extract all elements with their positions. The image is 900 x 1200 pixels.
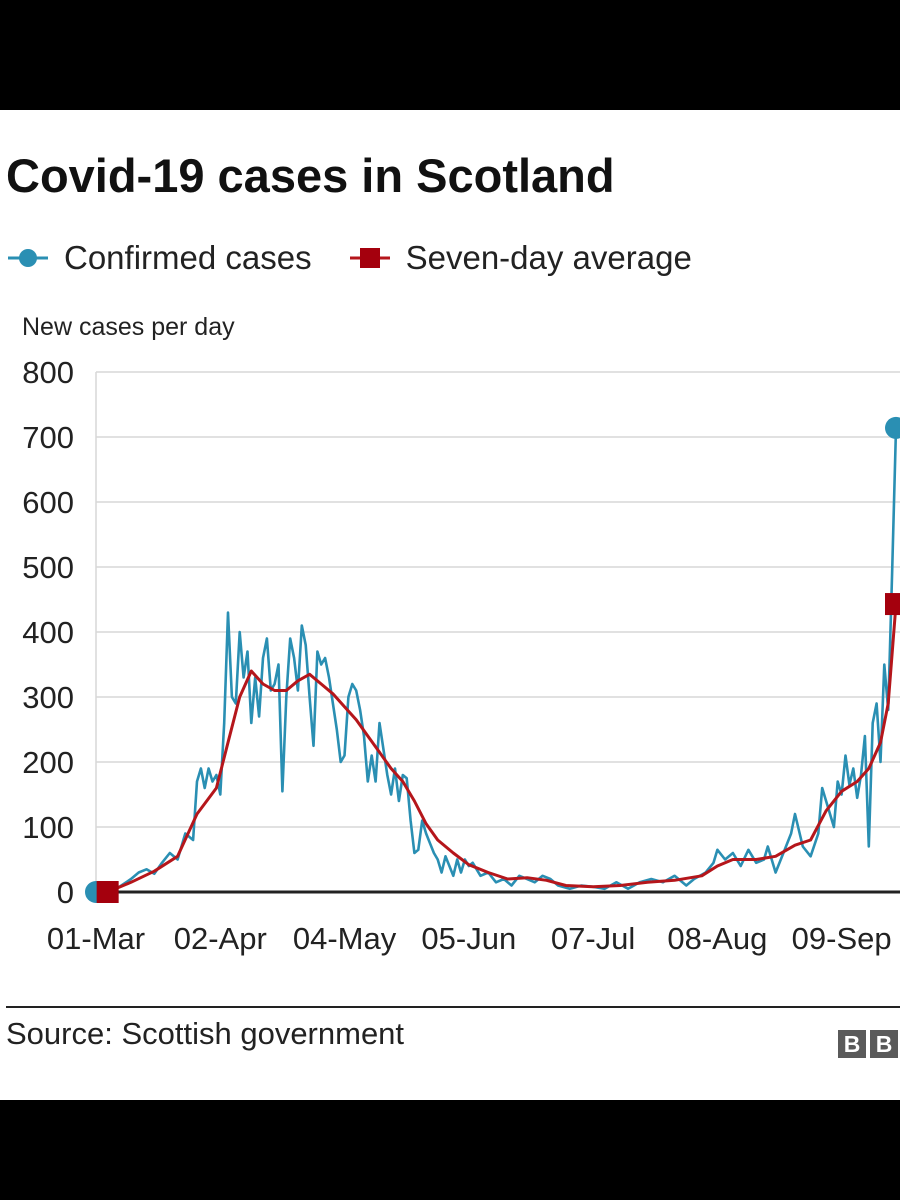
grid-lines [95,371,900,892]
average-start-marker [96,881,119,903]
x-tick-label: 09-Sep [792,921,892,956]
y-tick-label: 800 [22,355,74,390]
x-axis-ticks: 01-Mar 02-Apr 04-May 05-Jun 07-Jul 08-Aug 09-S… [47,921,892,956]
footer-divider [6,1006,900,1008]
chart-title: Covid-19 cases in Scotland [6,149,615,202]
legend-average-label: Seven-day average [405,239,692,276]
seven-day-average-line [107,603,898,894]
legend-confirmed-dot [19,249,37,267]
chart-panel: Covid-19 cases in Scotland Confirmed cas… [0,110,900,1100]
line-chart: 0 100 200 300 400 500 600 700 800 01-Mar 02-Apr 04… [22,313,900,956]
confirmed-end-marker [885,416,900,439]
bbc-logo-letter: B [838,1030,866,1058]
source-note: Source: Scottish government [6,1016,405,1051]
y-axis-label: New cases per day [22,313,235,341]
bbc-logo: B B [834,1030,898,1058]
bbc-logo-letter: B [870,1030,898,1058]
y-tick-label: 500 [22,550,74,585]
average-end-marker [885,593,900,616]
series-lines [95,427,898,894]
y-tick-label: 600 [22,485,74,520]
x-tick-label: 07-Jul [551,921,635,956]
legend-confirmed-label: Confirmed cases [64,239,312,276]
legend-square-marker-icon [349,248,390,268]
x-tick-label: 02-Apr [174,921,267,956]
x-tick-label: 01-Mar [47,921,145,956]
legend-item-confirmed: Confirmed cases [6,239,312,277]
legend-item-average: Seven-day average [348,239,692,277]
x-tick-label: 08-Aug [667,921,767,956]
x-tick-label: 04-May [293,921,397,956]
legend-average-square [359,248,380,268]
y-tick-label: 300 [22,680,74,715]
x-tick-label: 05-Jun [421,921,516,956]
y-tick-label: 100 [22,810,74,845]
series-markers [85,416,900,903]
chart-legend: Confirmed cases Seven-day average [6,238,728,278]
y-tick-label: 700 [22,420,74,455]
y-tick-label: 0 [57,875,74,910]
y-tick-label: 400 [22,615,74,650]
y-axis-ticks: 0 100 200 300 400 500 600 700 800 [22,355,74,910]
legend-circle-marker-icon [8,249,48,267]
confirmed-cases-line [95,427,898,894]
y-tick-label: 200 [22,745,74,780]
